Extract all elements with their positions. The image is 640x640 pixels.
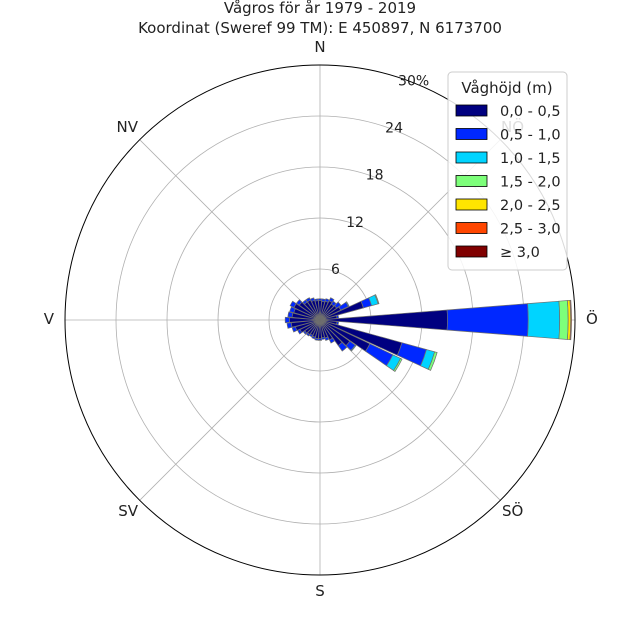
rose-bars — [284, 294, 572, 372]
rose-bar-150-bin-1 — [329, 337, 335, 344]
radial-tick-label-30: 30% — [398, 73, 429, 89]
rose-bar-110-bin-3 — [427, 351, 438, 371]
legend-label-4: 2,0 - 2,5 — [500, 198, 561, 214]
legend-swatch-6 — [455, 245, 488, 258]
rose-bar-10-bin-1 — [321, 298, 326, 303]
rose-bar-260-bin-1 — [286, 322, 293, 329]
legend-swatch-3 — [455, 175, 488, 187]
rose-bar-270-bin-1 — [284, 316, 290, 324]
chart-title: Vågros för år 1979 - 2019 — [224, 0, 416, 17]
rose-bar-320-bin-1 — [302, 299, 308, 305]
rose-bar-30-bin-1 — [328, 297, 335, 303]
rose-bar-170-bin-1 — [321, 336, 326, 340]
radial-tick-label-24: 24 — [385, 121, 403, 137]
rose-bar-230-bin-1 — [302, 330, 308, 335]
rose-bar-200-bin-1 — [311, 335, 316, 340]
direction-label-nv: NV — [117, 118, 139, 136]
direction-label-n: N — [314, 38, 325, 56]
grid-spoke-315 — [139, 139, 321, 321]
direction-label-s: S — [315, 582, 325, 600]
legend-swatch-1 — [455, 128, 488, 140]
rose-bar-120-bin-3 — [393, 357, 403, 372]
radial-tick-label-12: 12 — [346, 215, 364, 231]
rose-bar-180-bin-1 — [318, 338, 322, 341]
direction-label-sv: SV — [118, 502, 139, 520]
legend-frame — [447, 71, 568, 271]
grid-spoke-135 — [319, 319, 501, 501]
rose-bar-240-bin-1 — [297, 329, 303, 335]
rose-bar-330-bin-1 — [305, 297, 311, 303]
polar-outer-circle — [64, 64, 576, 576]
rose-bar-280-bin-1 — [287, 311, 294, 318]
rose-bar-100-bin-1 — [336, 321, 339, 326]
rose-bar-90-bin-1 — [446, 303, 529, 337]
rose-bar-20-bin-1 — [324, 298, 330, 303]
direction-label-sö: SÖ — [502, 501, 523, 520]
legend-label-0: 0,0 - 0,5 — [500, 104, 561, 120]
legend-swatch-0 — [455, 104, 488, 117]
rose-bar-190-bin-1 — [314, 337, 319, 341]
radial-tick-label-18: 18 — [366, 168, 384, 184]
rose-bar-160-bin-1 — [324, 336, 330, 341]
grid-spoke-225 — [139, 319, 321, 501]
legend-swatch-4 — [455, 198, 488, 211]
rose-bar-290-bin-1 — [289, 306, 296, 314]
rose-bar-340-bin-1 — [310, 297, 315, 302]
legend-label-6: ≥ 3,0 — [500, 245, 540, 261]
rose-bar-90-bin-2 — [527, 300, 561, 340]
rose-bar-40-bin-1 — [330, 300, 337, 307]
rose-bar-350-bin-1 — [314, 298, 319, 302]
legend-swatch-5 — [455, 222, 488, 234]
legend-label-2: 1,0 - 1,5 — [500, 151, 561, 167]
rose-bar-140-bin-1 — [337, 341, 348, 352]
rose-bar-130-bin-2 — [350, 344, 357, 352]
legend-title: Våghöjd (m) — [461, 79, 552, 97]
legend-label-3: 1,5 - 2,0 — [500, 175, 561, 191]
rose-bar-0-bin-1 — [317, 298, 323, 301]
rose-bar-90-bin-5 — [569, 299, 572, 341]
rose-bar-50-bin-1 — [334, 301, 342, 309]
legend: Våghöjd (m) 0,0 - 0,5 0,5 - 1,0 1,0 - 1,5 1… — [447, 71, 568, 271]
rose-bar-300-bin-1 — [289, 300, 297, 309]
direction-label-v: V — [44, 310, 55, 328]
rose-bar-250-bin-1 — [291, 326, 298, 333]
legend-label-5: 2,5 - 3,0 — [500, 222, 561, 238]
legend-label-1: 0,5 - 1,0 — [500, 128, 561, 144]
chart-subtitle: Koordinat (Sweref 99 TM): E 450897, N 61… — [138, 19, 502, 37]
radial-tick-labels: 6 12 18 24 30% — [331, 73, 429, 278]
legend-swatch-2 — [455, 151, 488, 164]
rose-bar-80-bin-1 — [336, 314, 339, 319]
rose-bar-90-bin-3 — [558, 300, 569, 340]
radial-tick-label-6: 6 — [331, 262, 340, 278]
rose-bar-70-bin-3 — [374, 294, 380, 305]
rose-bar-60-bin-2 — [345, 301, 350, 307]
direction-label-ö: Ö — [586, 309, 598, 328]
rose-bar-310-bin-1 — [295, 299, 303, 306]
